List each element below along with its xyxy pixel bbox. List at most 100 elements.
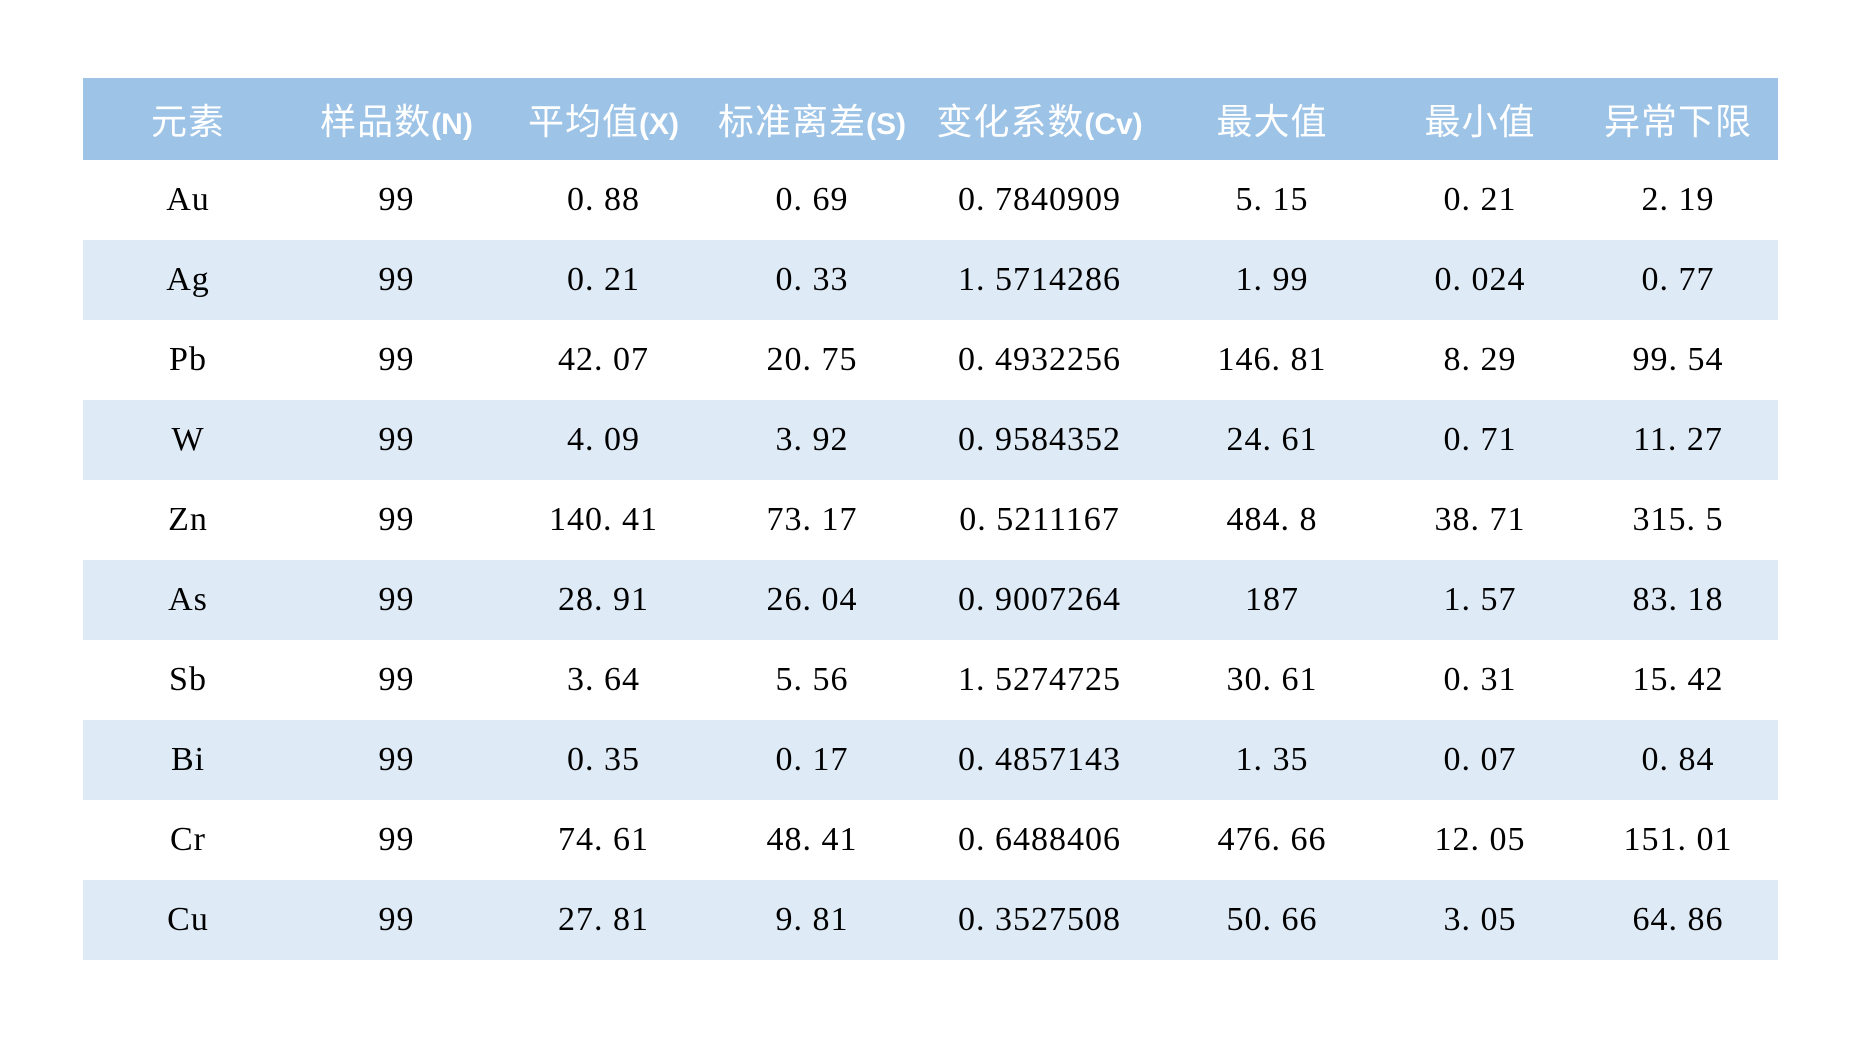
min-value: 38. 71 [1434,501,1526,538]
cv-value: 0. 5211167 [959,501,1120,538]
std-dev-value: 20. 75 [766,341,858,378]
sample-count-value: 99 [378,661,415,698]
column-header-sample-count: 样品数(N) [320,102,473,142]
cv-value: 0. 6488406 [958,821,1121,858]
element-symbol: Cu [167,901,209,938]
max-value: 476. 66 [1217,821,1327,858]
max-value: 1. 35 [1235,741,1309,778]
header-label: 最小值 [1424,102,1536,142]
min-value: 3. 05 [1443,901,1517,938]
table-row-bi: Bi 99 0. 35 0. 17 0. 4857143 1. 35 0. 07… [83,720,1778,800]
cv-value: 0. 7840909 [958,181,1121,218]
header-label: 变化系数 [936,102,1085,142]
element-symbol: Sb [169,661,207,698]
max-value: 187 [1245,581,1299,618]
mean-value: 28. 91 [558,581,649,618]
std-dev-value: 9. 81 [775,901,849,938]
header-label: 样品数 [320,102,432,142]
mean-value: 3. 64 [567,661,640,698]
column-header-mean: 平均值(X) [527,102,679,142]
mean-value: 0. 35 [567,741,640,778]
element-statistics-table: 元素 样品数(N) 平均值(X) 标准离差(S) 变化系数(Cv) 最大值 最小… [83,78,1778,960]
element-symbol: Zn [168,501,208,538]
sample-count-value: 99 [378,501,415,538]
element-symbol: As [168,581,208,618]
min-value: 0. 71 [1443,421,1517,458]
anomaly-threshold-value: 83. 18 [1632,581,1724,618]
cv-value: 0. 4932256 [958,341,1121,378]
min-value: 0. 31 [1443,661,1517,698]
column-header-anomaly-threshold: 异常下限 [1578,78,1778,160]
element-symbol: Pb [169,341,207,378]
std-dev-value: 26. 04 [766,581,858,618]
table-row-sb: Sb 99 3. 64 5. 56 1. 5274725 30. 61 0. 3… [83,640,1778,720]
element-symbol: W [171,421,205,458]
std-dev-value: 73. 17 [766,501,858,538]
header-row: 元素 样品数(N) 平均值(X) 标准离差(S) 变化系数(Cv) 最大值 最小… [83,78,1778,160]
max-value: 146. 81 [1217,341,1327,378]
std-dev-value: 48. 41 [766,821,858,858]
sample-count-value: 99 [378,261,415,298]
mean-value: 0. 88 [567,181,640,218]
cv-value: 1. 5714286 [958,261,1121,298]
sample-count-value: 99 [378,741,415,778]
min-value: 1. 57 [1443,581,1517,618]
std-dev-value: 5. 56 [775,661,849,698]
max-value: 30. 61 [1226,661,1318,698]
element-symbol: Cr [170,821,206,858]
table-row-pb: Pb 99 42. 07 20. 75 0. 4932256 146. 81 8… [83,320,1778,400]
table-row-au: Au 99 0. 88 0. 69 0. 7840909 5. 15 0. 21… [83,160,1778,240]
sample-count-value: 99 [378,341,415,378]
header-label: 元素 [150,102,225,142]
cv-value: 0. 9007264 [958,581,1121,618]
cv-value: 0. 9584352 [958,421,1121,458]
mean-value: 42. 07 [558,341,649,378]
sample-count-value: 99 [378,421,415,458]
max-value: 50. 66 [1226,901,1318,938]
column-header-max: 最大值 [1162,78,1382,160]
statistics-table-container: 元素 样品数(N) 平均值(X) 标准离差(S) 变化系数(Cv) 最大值 最小… [83,78,1778,960]
max-value: 5. 15 [1235,181,1309,218]
anomaly-threshold-value: 11. 27 [1633,421,1723,458]
anomaly-threshold-value: 99. 54 [1632,341,1724,378]
mean-value: 74. 61 [558,821,649,858]
column-header-element: 元素 [83,78,293,160]
element-symbol: Ag [166,261,210,298]
anomaly-threshold-value: 64. 86 [1632,901,1724,938]
anomaly-threshold-value: 0. 77 [1641,261,1715,298]
cv-value: 1. 5274725 [958,661,1121,698]
table-row-w: W 99 4. 09 3. 92 0. 9584352 24. 61 0. 71… [83,400,1778,480]
sample-count-value: 99 [378,181,415,218]
std-dev-value: 0. 17 [775,741,849,778]
min-value: 0. 21 [1443,181,1517,218]
anomaly-threshold-value: 151. 01 [1623,821,1733,858]
table-row-ag: Ag 99 0. 21 0. 33 1. 5714286 1. 99 0. 02… [83,240,1778,320]
table-row-cr: Cr 99 74. 61 48. 41 0. 6488406 476. 66 1… [83,800,1778,880]
sample-count-value: 99 [378,581,415,618]
std-dev-value: 0. 69 [775,181,849,218]
header-label: 异常下限 [1603,102,1752,142]
anomaly-threshold-value: 2. 19 [1641,181,1715,218]
mean-value: 27. 81 [558,901,649,938]
table-body: Au 99 0. 88 0. 69 0. 7840909 5. 15 0. 21… [83,160,1778,960]
column-header-std-dev: 标准离差(S) [717,102,906,142]
header-label: 标准离差 [717,102,866,142]
cv-value: 0. 3527508 [958,901,1121,938]
column-header-min: 最小值 [1382,78,1578,160]
table-row-as: As 99 28. 91 26. 04 0. 9007264 187 1. 57… [83,560,1778,640]
sample-count-value: 99 [378,901,415,938]
table-row-zn: Zn 99 140. 41 73. 17 0. 5211167 484. 8 3… [83,480,1778,560]
max-value: 24. 61 [1226,421,1318,458]
mean-value: 0. 21 [567,261,640,298]
column-header-cv: 变化系数(Cv) [936,102,1143,142]
std-dev-value: 0. 33 [775,261,849,298]
anomaly-threshold-value: 0. 84 [1641,741,1715,778]
anomaly-threshold-value: 315. 5 [1632,501,1724,538]
sample-count-value: 99 [378,821,415,858]
max-value: 1. 99 [1235,261,1309,298]
min-value: 8. 29 [1443,341,1517,378]
min-value: 0. 024 [1434,261,1526,298]
std-dev-value: 3. 92 [775,421,849,458]
anomaly-threshold-value: 15. 42 [1632,661,1724,698]
max-value: 484. 8 [1226,501,1318,538]
